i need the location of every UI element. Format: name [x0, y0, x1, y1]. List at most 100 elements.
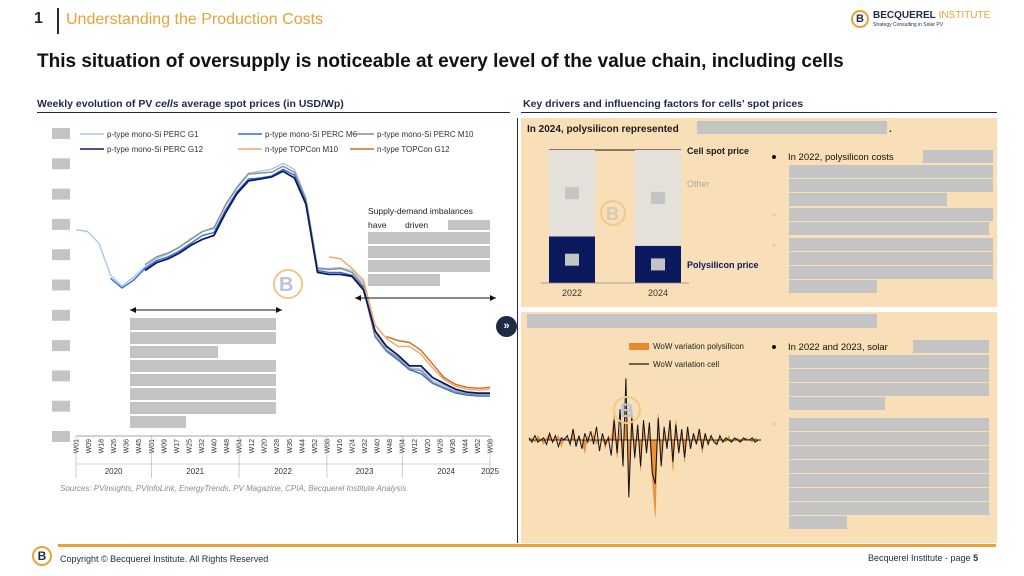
x-tick-label: W28	[437, 439, 444, 454]
annotation-redacted	[368, 274, 440, 286]
bullet-redacted	[789, 266, 993, 279]
x-tick-label: W32	[362, 439, 369, 454]
bullet-redacted	[789, 383, 989, 396]
year-label: 2023	[356, 467, 374, 476]
x-tick-label: W44	[462, 439, 469, 454]
year-label: 2020	[105, 467, 123, 476]
legend-label: WoW variation polysilicon	[653, 342, 744, 351]
cell-price-line-chart: p-type mono-Si PERC G1 p-type mono-Si PER…	[52, 128, 499, 478]
watermark-letter: B	[606, 204, 619, 224]
bullet-redacted	[789, 238, 993, 251]
x-tick-label: W36	[450, 439, 457, 454]
y-tick-label-redacted	[52, 309, 70, 321]
bullet-redacted	[789, 165, 993, 178]
right-subtitle: Key drivers and influencing factors for …	[523, 98, 804, 110]
bullet-icon	[772, 213, 776, 217]
annotation-redacted	[130, 388, 276, 400]
x-tick-label: W12	[412, 439, 419, 454]
legend-label: p-type mono-Si PERC G1	[107, 130, 199, 139]
y-tick-label-redacted	[52, 340, 70, 352]
next-section-arrow-icon: »	[496, 316, 517, 337]
bullet-redacted	[789, 446, 989, 459]
bullet-text: In 2022 and 2023, solar	[788, 342, 888, 353]
x-tick-label: W17	[174, 439, 181, 454]
x-tick-label: W40	[375, 439, 382, 454]
legend-label: p-type mono-Si PERC G12	[107, 145, 204, 154]
series-label-other: Other	[687, 179, 710, 189]
footer-bar	[58, 544, 996, 547]
heading-redacted	[697, 121, 887, 134]
x-tick-label: W20	[425, 439, 432, 454]
wow-variation-chart: WoW variation polysilicon WoW variation c…	[527, 314, 989, 529]
y-tick-label-redacted	[52, 370, 70, 382]
annotation-text: Supply-demand imbalances	[368, 206, 473, 216]
bullet-redacted	[789, 208, 993, 221]
company-logo: B BECQUEREL INSTITUTE Strategy Consultin…	[851, 8, 991, 32]
bullet-redacted	[789, 516, 847, 529]
bullet-redacted	[789, 488, 989, 501]
annotation-redacted	[130, 346, 218, 358]
series-line	[386, 336, 491, 389]
bullet-redacted	[789, 193, 947, 206]
x-tick-label: W52	[312, 439, 319, 454]
polysilicon-share-panel: In 2024, polysilicon represented. 2022 202…	[521, 118, 997, 307]
x-tick-label: W04	[237, 439, 244, 454]
section-title: Understanding the Production Costs	[66, 11, 324, 28]
x-tick-label: W52	[475, 439, 482, 454]
logo-name: BECQUEREL INSTITUTE	[873, 10, 991, 21]
x-tick-label: W48	[387, 439, 394, 454]
chart-series-lines	[75, 162, 491, 397]
bullet-redacted	[923, 150, 993, 163]
x-tick-label: W28	[274, 439, 281, 454]
bar-category-label: 2022	[562, 288, 582, 298]
x-tick-label: W48	[224, 439, 231, 454]
panel-heading: In 2024, polysilicon represented	[527, 124, 679, 135]
page-number: Becquerel Institute - page 5	[868, 553, 979, 563]
legend-label: WoW variation cell	[653, 360, 719, 369]
x-tick-label: W25	[186, 439, 193, 454]
annotation-redacted	[130, 402, 276, 414]
y-tick-label-redacted	[52, 128, 70, 139]
y-tick-label-redacted	[52, 279, 70, 291]
x-tick-label: W16	[337, 439, 344, 454]
legend-label: n-type TOPCon G12	[377, 145, 450, 154]
y-tick-label-redacted	[52, 431, 70, 442]
bar-value-redacted	[651, 191, 665, 204]
year-label: 2021	[186, 467, 204, 476]
heading-redacted	[527, 314, 877, 328]
bar-category-label: 2024	[648, 288, 668, 298]
bullet-redacted	[789, 179, 993, 192]
series-line	[75, 162, 490, 395]
logo-tagline: Strategy Consulting in Solar PV	[873, 22, 944, 28]
bullet-icon	[772, 243, 776, 247]
bullet-redacted	[789, 460, 989, 473]
bullet-icon	[772, 155, 776, 159]
chart-source: Sources: PVinsights, PVInfoLink, EnergyT…	[60, 484, 407, 493]
annotation-redacted	[130, 416, 186, 428]
bar-value-redacted	[565, 253, 579, 266]
y-tick-label-redacted	[52, 158, 70, 170]
annotation-text: have	[368, 220, 387, 230]
annotation-redacted	[368, 260, 490, 272]
bar-value-redacted	[565, 187, 579, 200]
watermark-letter: B	[620, 401, 634, 422]
annotation-redacted	[130, 318, 276, 330]
bullet-text: In 2022, polysilicon costs	[788, 152, 894, 163]
x-tick-label: W45	[136, 439, 143, 454]
year-label: 2022	[274, 467, 292, 476]
bullet-icon	[772, 345, 776, 349]
annotation-text: driven	[405, 220, 428, 230]
copyright-text: Copyright © Becquerel Institute. All Rig…	[60, 554, 269, 564]
x-tick-label: W08	[324, 439, 331, 454]
footer-logo-icon: B	[32, 546, 52, 566]
watermark-icon	[613, 396, 641, 424]
bullet-redacted	[789, 397, 885, 410]
x-tick-label: W01	[149, 439, 156, 454]
series-line	[328, 256, 491, 391]
year-label: 2025	[481, 467, 499, 476]
left-chart-subtitle: Weekly evolution of PV cells average spo…	[37, 98, 344, 110]
total-label: Cell spot price	[687, 146, 749, 156]
x-tick-label: W09	[86, 439, 93, 454]
bullet-redacted	[789, 369, 989, 382]
right-subtitle-underline	[521, 112, 997, 113]
